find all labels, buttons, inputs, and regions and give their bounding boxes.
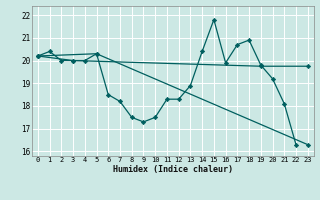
X-axis label: Humidex (Indice chaleur): Humidex (Indice chaleur)	[113, 165, 233, 174]
